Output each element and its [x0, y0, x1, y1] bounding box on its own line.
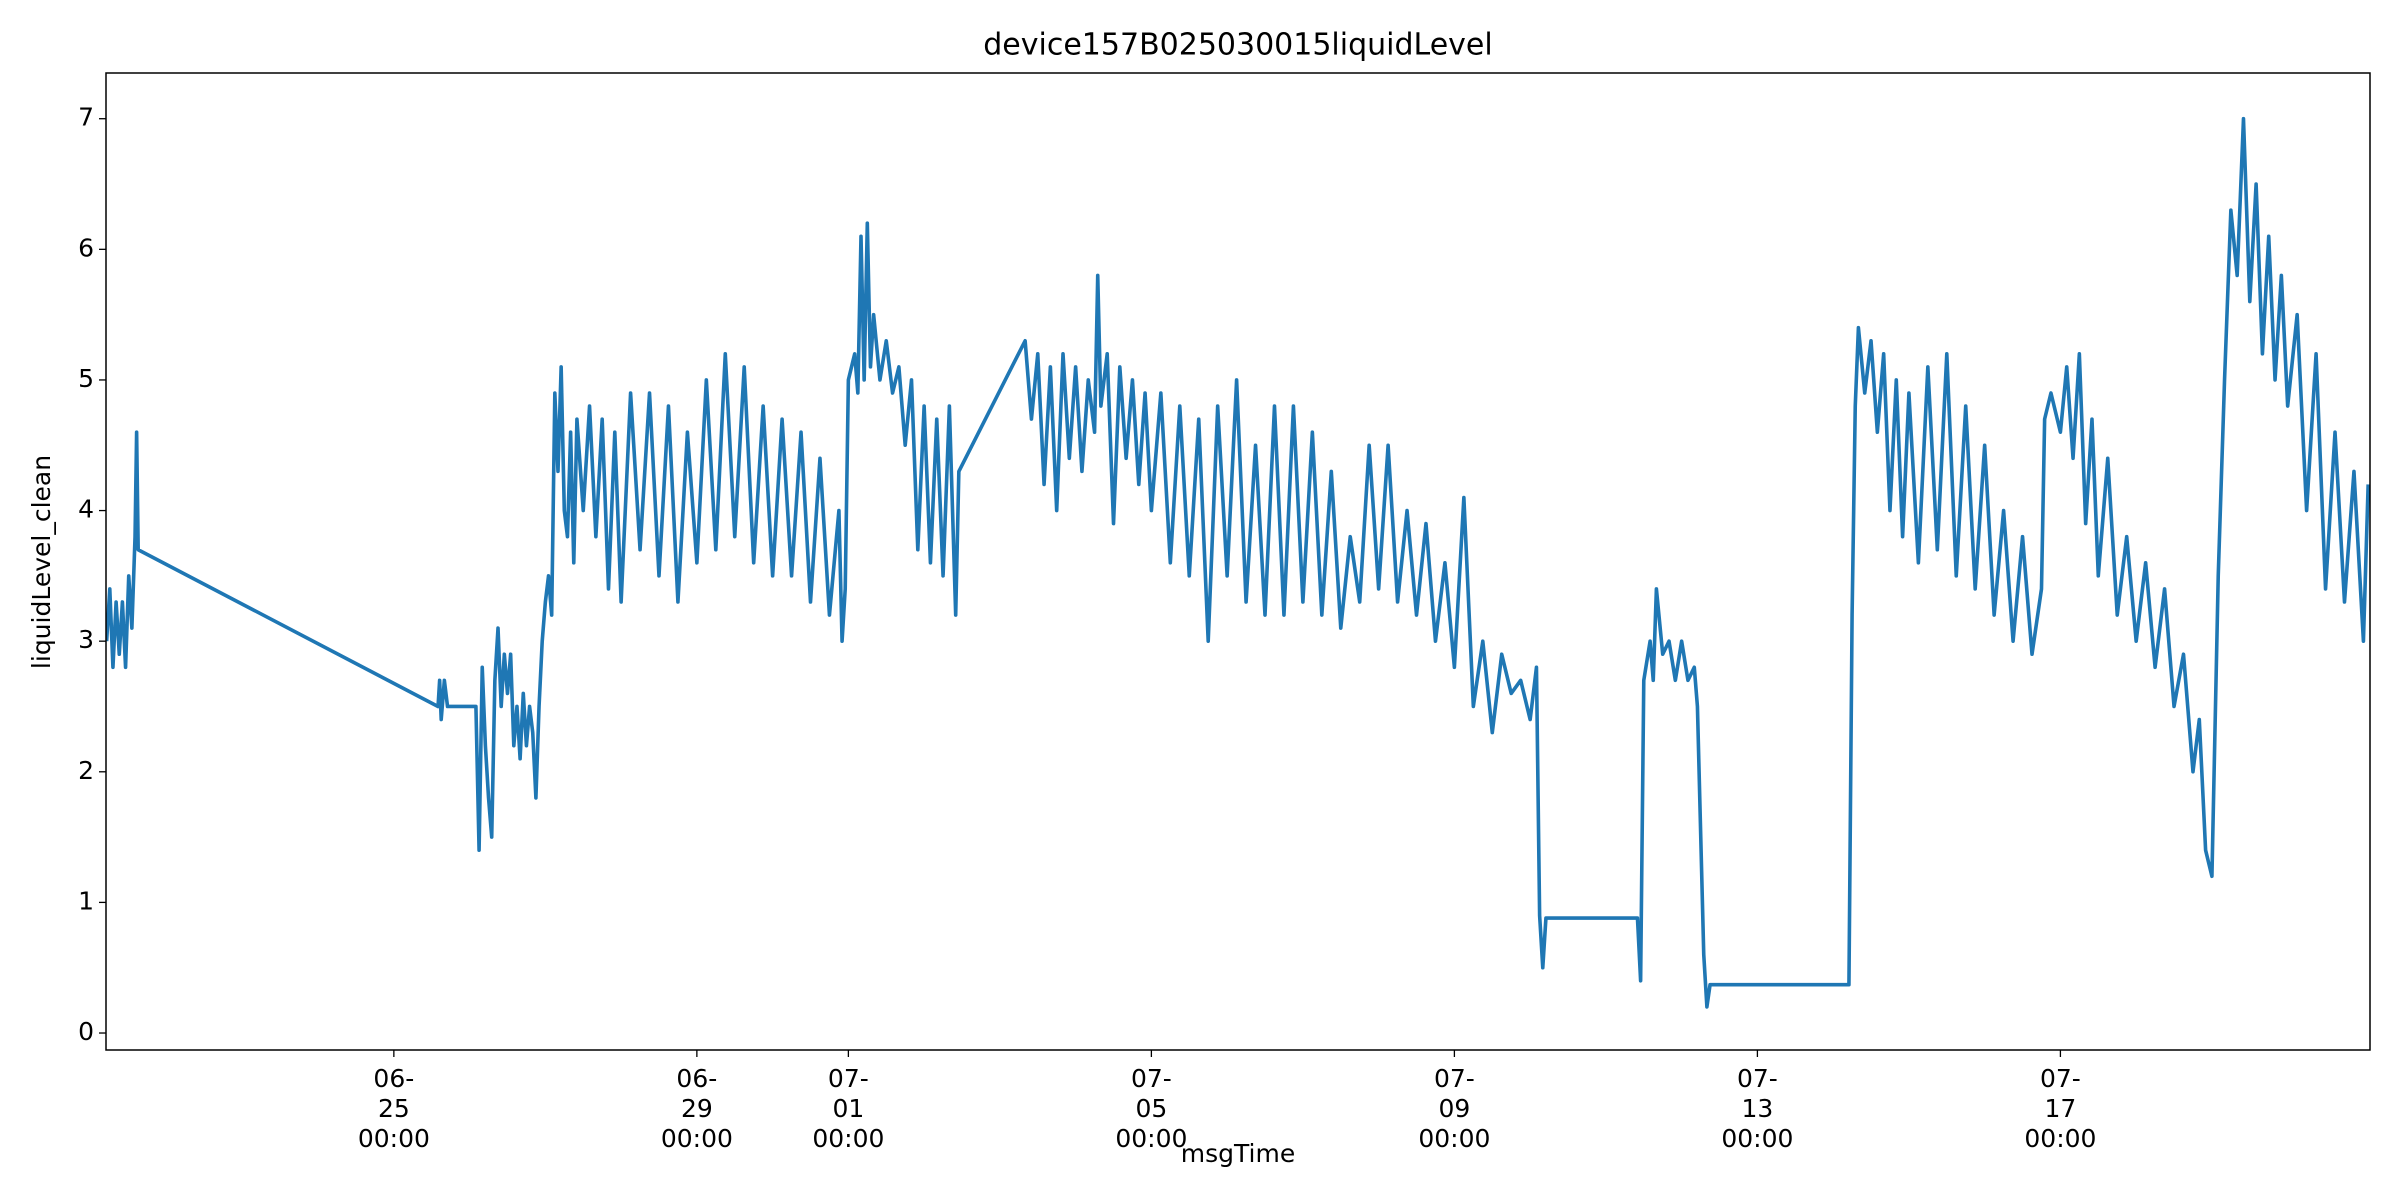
plot-frame: [105, 72, 2371, 1051]
y-tick-label: 6: [78, 233, 94, 262]
chart-title: device157B025030015liquidLevel: [983, 28, 1492, 63]
x-tick-label: 07-01 00:00: [812, 1064, 885, 1153]
y-axis-label: liquidLevel_clean: [27, 455, 56, 669]
y-tick-label: 7: [78, 103, 94, 132]
x-axis-label: msgTime: [1181, 1139, 1295, 1168]
y-tick-label: 4: [78, 495, 94, 524]
x-tick-label: 07-09 00:00: [1418, 1064, 1491, 1153]
y-tick-label: 0: [78, 1017, 94, 1046]
x-tick-label: 06-29 00:00: [660, 1064, 733, 1153]
data-line: [106, 116, 2370, 1009]
y-tick-label: 1: [78, 886, 94, 915]
y-tick-label: 2: [78, 756, 94, 785]
x-tick-label: 07-05 00:00: [1115, 1064, 1188, 1153]
x-tick-label: 07-13 00:00: [1721, 1064, 1794, 1153]
x-tick-label: 06-25 00:00: [357, 1064, 430, 1153]
y-tick-label: 5: [78, 364, 94, 393]
y-tick-label: 3: [78, 625, 94, 654]
x-tick-label: 07-17 00:00: [2024, 1064, 2097, 1153]
